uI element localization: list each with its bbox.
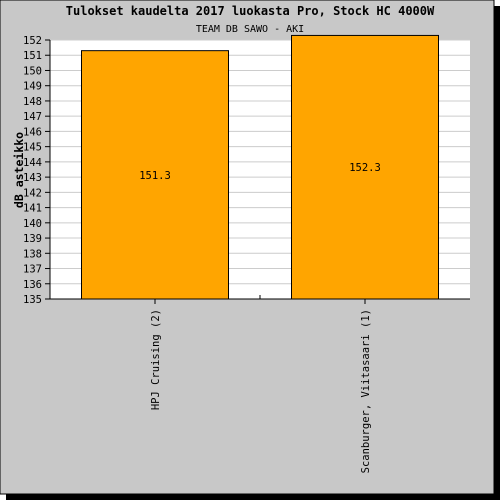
y-tick-label: 137 (23, 264, 42, 276)
bar-0 (81, 50, 229, 300)
y-tick-label: 144 (23, 157, 42, 169)
y-tick-label: 136 (23, 279, 42, 291)
y-tick-label: 150 (23, 65, 42, 77)
chart-subtitle: TEAM DB SAWO - AKI (196, 24, 304, 35)
y-tick-label: 142 (23, 187, 42, 199)
bar-1 (291, 34, 439, 300)
chart-shadow-right (494, 6, 500, 500)
y-tick-label: 148 (23, 96, 42, 108)
y-ticks: 135 136 137 138 139 140 141 142 143 144 145 146 147 1… (23, 35, 50, 306)
chart-title: Tulokset kaudelta 2017 luokasta Pro, Sto… (66, 4, 435, 18)
x-category-label: Scanburger, Viitasaari (1) (360, 309, 372, 473)
y-tick-label: 139 (23, 233, 42, 245)
y-tick-label: 145 (23, 142, 42, 154)
chart-shadow-bottom (6, 494, 500, 500)
x-category-label: HPJ Cruising (2) (150, 309, 162, 410)
y-tick-label: 141 (23, 203, 42, 215)
y-tick-label: 149 (23, 81, 42, 93)
bars: 151.3 152.3 (81, 34, 439, 300)
y-tick-label: 135 (23, 294, 42, 306)
bar-value-label: 151.3 (139, 170, 171, 182)
y-tick-label: 143 (23, 172, 42, 184)
bar-value-label: 152.3 (349, 162, 381, 174)
y-tick-label: 146 (23, 126, 42, 138)
y-tick-label: 147 (23, 111, 42, 123)
y-tick-label: 140 (23, 218, 42, 230)
y-tick-label: 151 (23, 50, 42, 62)
y-tick-label: 152 (23, 35, 42, 47)
x-category-labels: HPJ Cruising (2) Scanburger, Viitasaari (… (150, 295, 372, 473)
y-tick-label: 138 (23, 248, 42, 260)
y-axis-label: dB asteikko (12, 132, 26, 208)
